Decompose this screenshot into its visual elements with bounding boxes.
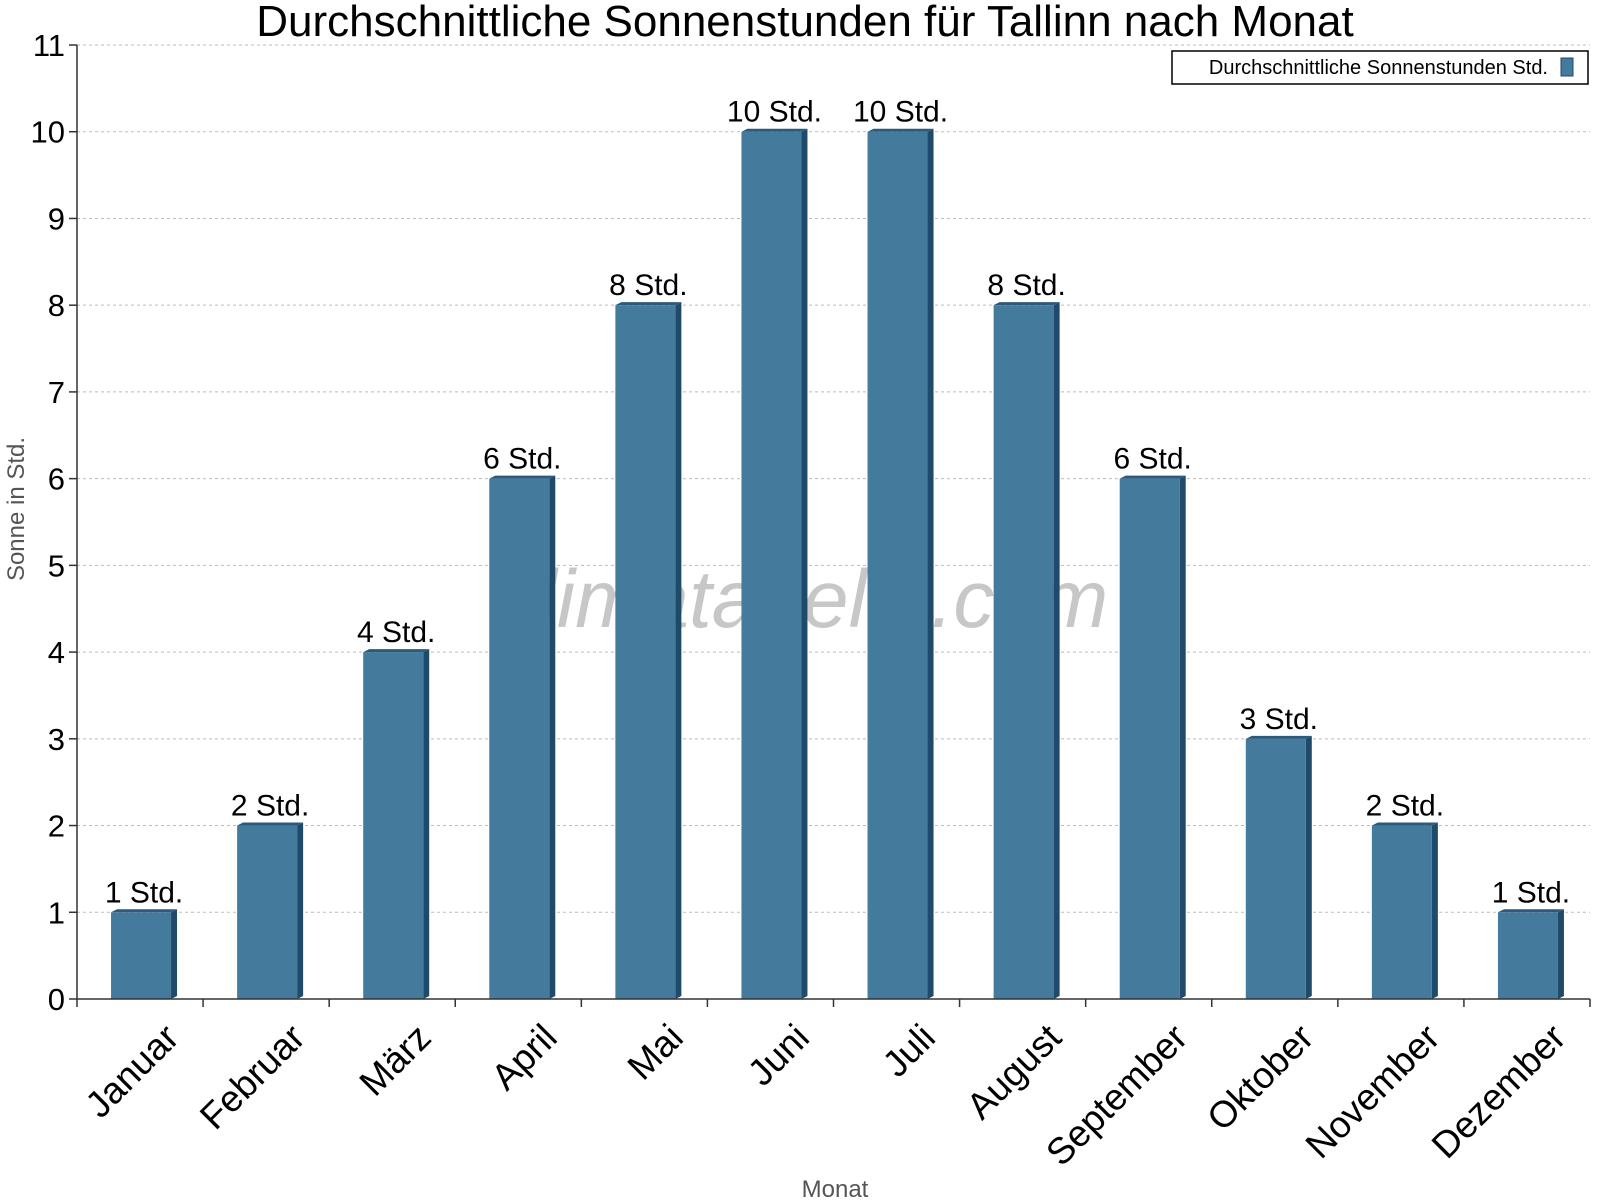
data-label: 8 Std.: [609, 269, 687, 302]
bar-side: [1557, 909, 1564, 999]
bar-face: [111, 912, 172, 999]
data-label: 8 Std.: [987, 269, 1065, 302]
data-label: 2 Std.: [1366, 790, 1444, 823]
y-tick-label: 1: [48, 895, 65, 930]
x-tick-label: Oktober: [1199, 1017, 1321, 1139]
bar-face: [741, 131, 802, 999]
chart-title: Durchschnittliche Sonnenstunden für Tall…: [256, 0, 1353, 46]
y-axis-label: Sonne in Std.: [3, 437, 30, 581]
legend: Durchschnittliche Sonnenstunden Std.: [1171, 50, 1589, 85]
x-tick-label: Juli: [875, 1017, 943, 1085]
bars: [111, 128, 1564, 999]
bar-side: [1431, 822, 1438, 999]
x-tick-label: Januar: [78, 1017, 187, 1126]
y-ticks: 0 1 2 3 4 5 6 7 8 9 10 11: [31, 28, 77, 1017]
bar-side: [927, 128, 934, 999]
bar-top: [1245, 735, 1312, 739]
bar-face: [993, 305, 1054, 999]
data-label: 10 Std.: [853, 96, 948, 129]
bar-top: [237, 822, 304, 826]
bar-face: [1497, 912, 1558, 999]
bar-face: [489, 478, 550, 999]
bar-side: [675, 302, 682, 999]
bar: [363, 649, 430, 999]
bar: [1497, 909, 1564, 999]
bar-face: [363, 652, 424, 999]
data-label: 2 Std.: [231, 790, 309, 823]
y-tick-label: 7: [48, 375, 65, 410]
data-label: 1 Std.: [1492, 876, 1570, 909]
x-tick-label: Juni: [740, 1017, 817, 1094]
bar: [111, 909, 178, 999]
bar-face: [867, 131, 928, 999]
bar-top: [1119, 475, 1186, 479]
bar-face: [237, 825, 298, 999]
bar: [993, 302, 1060, 999]
x-tick-label: März: [352, 1017, 439, 1104]
bar-top: [111, 909, 178, 913]
y-tick-label: 6: [48, 462, 65, 497]
axes: [76, 45, 1590, 1000]
y-tick-label: 10: [31, 115, 65, 150]
x-tick-label: April: [483, 1017, 564, 1098]
bar: [1119, 475, 1186, 999]
bar-side: [549, 475, 556, 999]
bar: [867, 128, 934, 999]
x-tick-label: Dezember: [1424, 1017, 1574, 1167]
y-tick-label: 5: [48, 548, 65, 583]
y-tick-label: 4: [48, 635, 65, 670]
bar-side: [1179, 475, 1186, 999]
data-label: 6 Std.: [1114, 443, 1192, 476]
bar-top: [363, 649, 430, 653]
bar: [489, 475, 556, 999]
y-tick-label: 9: [48, 201, 65, 236]
bar: [237, 822, 304, 999]
bar-top: [741, 128, 808, 132]
bar-side: [423, 649, 430, 999]
x-tick-label: November: [1298, 1017, 1448, 1167]
bar-side: [1053, 302, 1060, 999]
data-label: 4 Std.: [357, 616, 435, 649]
grid: [77, 44, 1590, 913]
data-label: 3 Std.: [1240, 703, 1318, 736]
bar-face: [1245, 738, 1306, 999]
legend-label: Durchschnittliche Sonnenstunden Std.: [1209, 57, 1548, 79]
legend-swatch: [1560, 57, 1574, 77]
bar-top: [993, 302, 1060, 306]
bar-face: [615, 305, 676, 999]
x-tick-label: Februar: [192, 1017, 313, 1138]
bar: [1371, 822, 1438, 999]
bar-top: [489, 475, 556, 479]
bar-side: [171, 909, 178, 999]
bar-side: [1305, 735, 1312, 999]
bar-top: [1371, 822, 1438, 826]
y-tick-label: 8: [48, 288, 65, 323]
legend-box: [1171, 50, 1589, 85]
bar-top: [1497, 909, 1564, 913]
bar-face: [1119, 478, 1180, 999]
x-axis-label: Monat: [802, 1176, 869, 1200]
x-ticks: Januar Februar März April Mai Juni Juli AugustS…: [76, 999, 1591, 1173]
y-tick-label: 2: [48, 809, 65, 844]
bar-top: [867, 128, 934, 132]
x-tick-label: Mai: [620, 1017, 691, 1088]
data-label: 1 Std.: [105, 876, 183, 909]
bar-side: [801, 128, 808, 999]
bar-side: [297, 822, 304, 999]
bar: [615, 302, 682, 999]
bar: [1245, 735, 1312, 999]
y-tick-label: 3: [48, 722, 65, 757]
value-labels: 1 Std. 2 Std. 4 Std. 6 Std. 8 Std. 10 Std. 10 …: [105, 96, 1570, 910]
data-label: 6 Std.: [483, 443, 561, 476]
bar-face: [1371, 825, 1432, 999]
y-tick-label: 11: [33, 28, 65, 63]
bar: [741, 128, 808, 999]
x-tick-label: August: [959, 1016, 1070, 1127]
bar-top: [615, 302, 682, 306]
y-tick-label: 0: [48, 982, 65, 1017]
data-label: 10 Std.: [727, 96, 822, 129]
